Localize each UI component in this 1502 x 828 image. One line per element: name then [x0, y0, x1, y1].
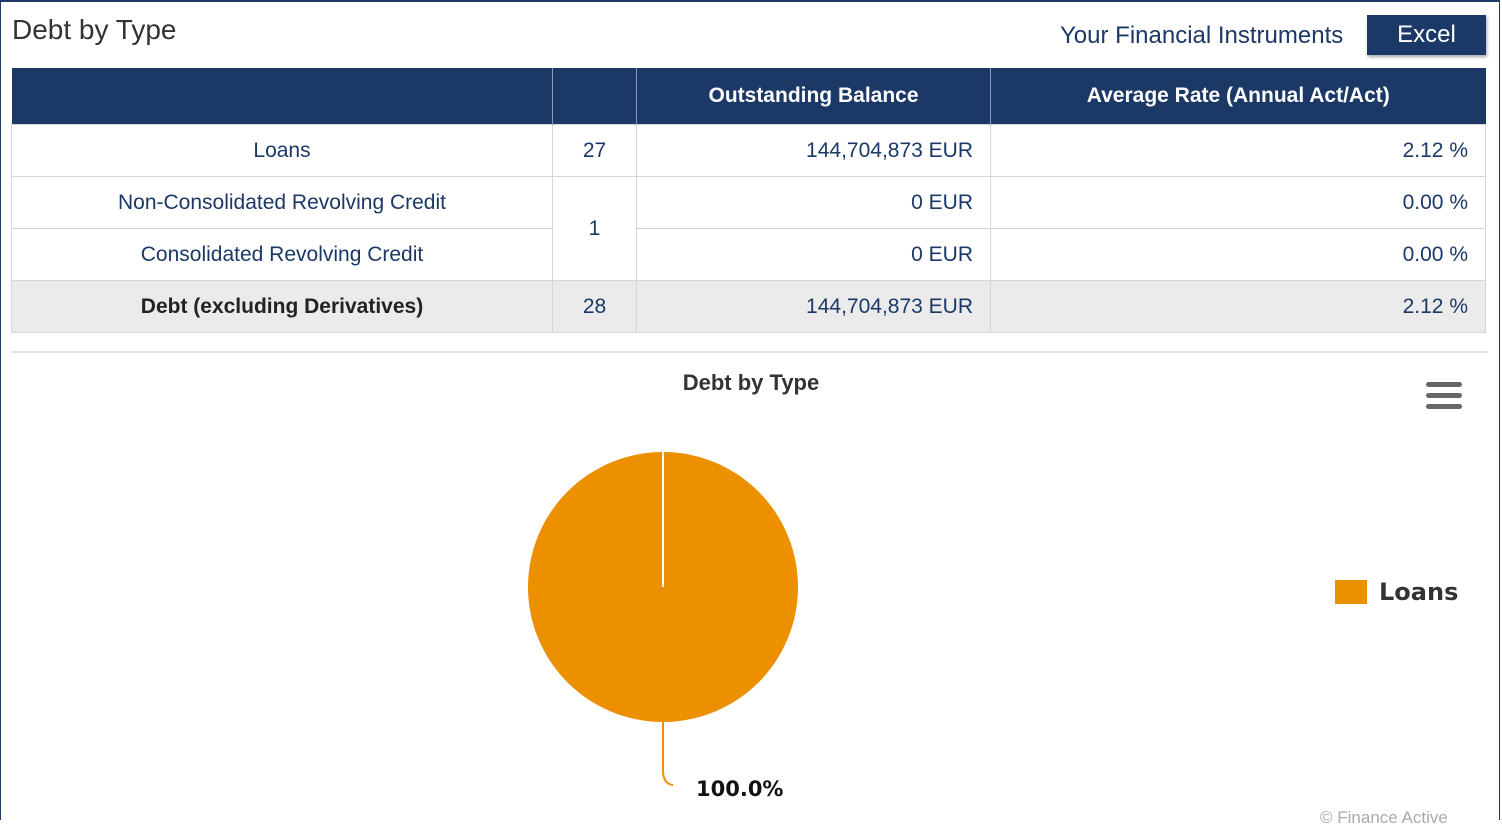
total-label: Debt (excluding Derivatives) — [11, 280, 553, 333]
table-row: Non-Consolidated Revolving Credit 1 0 EU… — [11, 176, 1486, 281]
legend-swatch — [1335, 580, 1367, 604]
column-header-rate: Average Rate (Annual Act/Act) — [990, 68, 1486, 125]
row-label: Consolidated Revolving Credit — [11, 228, 553, 281]
column-header-count — [552, 68, 637, 125]
chart-menu-icon[interactable] — [1426, 382, 1462, 410]
total-count: 28 — [552, 280, 637, 333]
row-rate: 0.00 % — [990, 176, 1486, 229]
total-rate: 2.12 % — [990, 280, 1486, 333]
row-balance: 0 EUR — [636, 176, 991, 229]
legend-item-loans[interactable]: Loans — [1335, 578, 1458, 606]
credits-text: © Finance Active — [1320, 808, 1448, 827]
debt-table: Outstanding Balance Average Rate (Annual… — [11, 68, 1486, 333]
row-count: 1 — [552, 176, 637, 281]
page-title: Debt by Type — [12, 14, 177, 45]
column-header-balance: Outstanding Balance — [636, 68, 991, 125]
data-label: 100.0% — [696, 777, 783, 801]
column-header-type — [11, 68, 553, 125]
excel-export-button[interactable]: Excel — [1367, 15, 1486, 55]
row-balance: 144,704,873 EUR — [636, 124, 991, 177]
table-total-row: Debt (excluding Derivatives) 28 144,704,… — [11, 280, 1486, 333]
financial-instruments-link[interactable]: Your Financial Instruments — [1060, 22, 1344, 49]
chart-title: Debt by Type — [682, 370, 820, 395]
row-label: Non-Consolidated Revolving Credit — [11, 176, 553, 229]
section-divider — [11, 351, 1487, 353]
table-header-row: Outstanding Balance Average Rate (Annual… — [11, 68, 1486, 125]
table-row: Loans 27 144,704,873 EUR 2.12 % — [11, 124, 1486, 177]
legend-label: Loans — [1379, 578, 1459, 606]
data-label-connector — [662, 722, 674, 786]
row-rate: 2.12 % — [990, 124, 1486, 177]
total-balance: 144,704,873 EUR — [636, 280, 991, 333]
table-row: Consolidated Revolving Credit 0 EUR 0.00… — [11, 228, 1486, 281]
